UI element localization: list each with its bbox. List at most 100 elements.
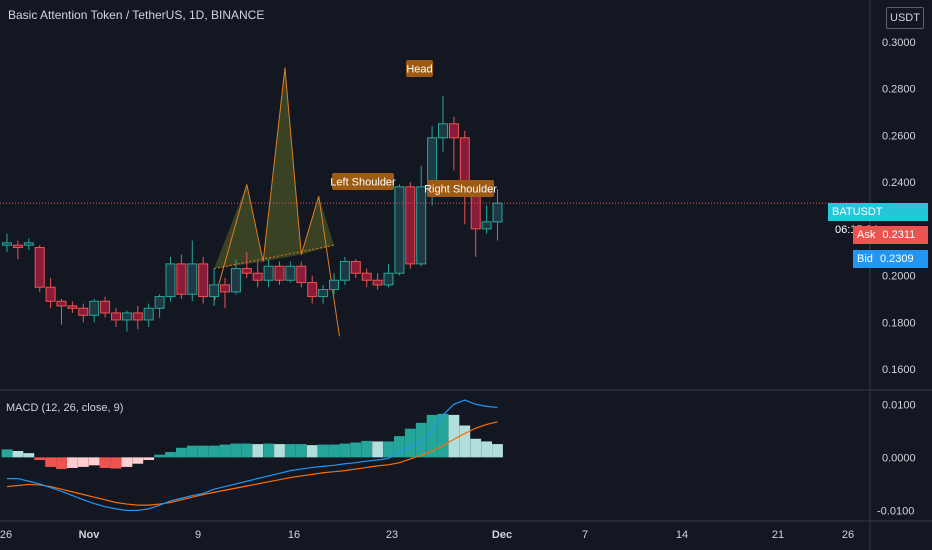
candle-body: [143, 307, 154, 321]
bid-label: Bid: [857, 253, 873, 265]
candle-body: [427, 137, 438, 188]
candle: [350, 259, 361, 278]
candle-body: [56, 300, 67, 307]
candle: [198, 256, 209, 304]
macd-histogram-bar: [56, 457, 67, 470]
macd-histogram-bar: [230, 443, 242, 458]
macd-axis[interactable]: 0.0100 0.0000 -0.0100: [877, 399, 916, 517]
candle-body: [241, 268, 252, 274]
time-tick-label: 16: [288, 529, 300, 541]
macd-histogram-bar: [415, 422, 427, 458]
symbol-name: BATUSDT: [832, 206, 883, 218]
macd-histogram-bar: [306, 445, 318, 458]
candle-body: [176, 263, 187, 295]
macd-histogram-bar: [339, 443, 351, 458]
candle: [100, 296, 111, 318]
head-label[interactable]: Head: [406, 60, 433, 77]
candle: [241, 252, 252, 278]
macd-histogram-bar: [110, 457, 122, 469]
macd-line: [7, 399, 498, 512]
candle-body: [470, 190, 481, 230]
left-shoulder-label[interactable]: Left Shoulder: [330, 173, 396, 190]
macd-histogram-bar: [426, 414, 438, 458]
currency-button[interactable]: USDT: [886, 7, 924, 29]
candle-body: [100, 300, 111, 314]
candle-body: [209, 284, 220, 298]
candle: [121, 310, 132, 332]
candle-body: [154, 296, 165, 309]
macd-histogram-bar: [197, 445, 209, 458]
macd-tick-label: -0.0100: [877, 505, 914, 517]
candle: [372, 273, 383, 290]
candle: [307, 275, 318, 304]
right-shoulder-area: [301, 196, 334, 255]
candle-body: [78, 307, 89, 316]
candle-body: [263, 265, 274, 281]
right-shoulder-label[interactable]: Right Shoulder: [424, 180, 497, 197]
candle-body: [416, 186, 427, 265]
macd-histogram-bar: [404, 428, 416, 458]
macd-histogram-bar: [132, 457, 144, 464]
candle: [12, 240, 23, 260]
candle: [45, 277, 56, 309]
candle: [78, 303, 89, 323]
candle: [383, 263, 394, 288]
candle-body: [318, 289, 329, 298]
bid-price-tag: Bid 0.2309: [853, 250, 928, 268]
macd-title[interactable]: MACD (12, 26, close, 9): [6, 402, 124, 414]
price-axis[interactable]: 0.3000 0.2800 0.2600 0.2400 0.2000 0.1800 0.16…: [882, 37, 916, 376]
macd-histogram-bar: [437, 413, 449, 458]
macd-histogram-bar: [285, 444, 296, 458]
price-tick-label: 0.2000: [882, 271, 916, 283]
candle: [492, 189, 503, 241]
head-and-shoulders-pattern[interactable]: [213, 67, 340, 337]
macd-histogram-bar: [186, 445, 198, 458]
candle-body: [405, 186, 416, 265]
candle: [438, 95, 448, 152]
candle-body: [296, 265, 307, 284]
macd-histogram-bar: [88, 457, 100, 466]
ask-label: Ask: [857, 229, 876, 241]
price-tick-label: 0.3000: [882, 37, 916, 49]
candle: [416, 165, 427, 267]
candle-body: [350, 261, 361, 274]
candle-body: [67, 305, 78, 309]
macd-pane: [1, 399, 503, 512]
macd-histogram-bar: [317, 444, 329, 458]
head-label-text: Head: [406, 64, 432, 76]
macd-histogram-bar: [45, 457, 56, 467]
candle: [2, 233, 12, 253]
candle: [339, 256, 350, 285]
macd-histogram-bar: [12, 450, 24, 458]
candle: [285, 261, 296, 283]
time-tick-label: Nov: [79, 529, 101, 541]
candle-body: [481, 221, 492, 230]
left-shoulder-label-box: [332, 173, 394, 190]
time-tick-label: Dec: [492, 529, 512, 541]
candle: [481, 205, 492, 234]
candle-body: [2, 242, 12, 246]
time-axis[interactable]: 26 Nov 9 16 23 Dec 7 14 21 26: [0, 529, 854, 541]
candle-body: [372, 279, 383, 286]
macd-histogram-bar: [77, 457, 89, 467]
candle: [165, 256, 176, 302]
macd-histogram-bar: [176, 447, 187, 458]
right-shoulder-label-text: Right Shoulder: [424, 184, 497, 196]
candle-body: [45, 286, 56, 302]
time-tick-label: 9: [195, 529, 201, 541]
candle-body: [329, 279, 339, 291]
candle: [220, 277, 230, 309]
candle: [67, 301, 78, 313]
macd-histogram-bar: [143, 457, 155, 461]
candle: [23, 238, 34, 250]
head-area: [263, 67, 302, 262]
macd-histogram-bar: [219, 444, 231, 458]
candle: [111, 308, 121, 327]
macd-histogram-bar: [252, 444, 264, 458]
candle: [405, 182, 416, 269]
candle: [132, 305, 143, 330]
macd-histogram-bar: [1, 449, 13, 458]
candle-body: [132, 312, 143, 321]
